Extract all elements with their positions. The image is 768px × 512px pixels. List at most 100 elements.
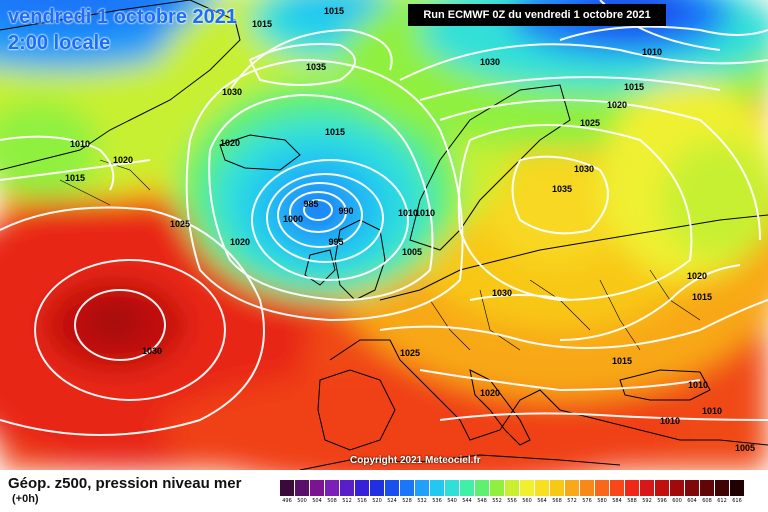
valid-date: vendredi 1 octobre 2021 <box>8 6 237 28</box>
scale-swatch <box>520 480 535 496</box>
scale-swatch <box>355 480 370 496</box>
isobars <box>0 0 768 435</box>
isobar-label: 1020 <box>480 388 500 398</box>
scale-swatch <box>295 480 310 496</box>
isobar-label: 1015 <box>325 127 345 137</box>
scale-swatch <box>505 480 520 496</box>
scale-tick-label: 548 <box>477 498 487 504</box>
scale-swatch <box>445 480 460 496</box>
scale-tick-label: 536 <box>432 498 442 504</box>
isobar-label: 1020 <box>113 155 133 165</box>
scale-swatch <box>325 480 340 496</box>
isobar-label: 1035 <box>552 184 572 194</box>
scale-swatch <box>670 480 685 496</box>
scale-tick-label: 560 <box>522 498 532 504</box>
scale-swatch <box>490 480 505 496</box>
scale-swatch <box>415 480 430 496</box>
isobar-label: 1020 <box>230 237 250 247</box>
scale-swatch <box>340 480 355 496</box>
copyright-notice: Copyright 2021 Meteociel.fr <box>350 455 481 466</box>
isobar-label: 1015 <box>252 19 272 29</box>
isobar-label: 1010 <box>415 208 435 218</box>
scale-tick-label: 500 <box>297 498 307 504</box>
scale-swatch <box>460 480 475 496</box>
scale-swatch <box>580 480 595 496</box>
isobar-label: 990 <box>338 206 353 216</box>
scale-tick-label: 508 <box>327 498 337 504</box>
scale-tick-label: 584 <box>612 498 622 504</box>
isobar-label: 1025 <box>170 219 190 229</box>
isobar-label: 1015 <box>624 82 644 92</box>
scale-swatch <box>655 480 670 496</box>
scale-swatch <box>310 480 325 496</box>
isobar-label: 1030 <box>574 164 594 174</box>
scale-swatch <box>280 480 295 496</box>
coastlines <box>0 0 768 470</box>
isobar-label: 1015 <box>692 292 712 302</box>
scale-swatch <box>550 480 565 496</box>
scale-tick-label: 604 <box>687 498 697 504</box>
isobar-labels: 1015101510351030102010151010102010151025… <box>65 6 755 453</box>
isobar-label: 1010 <box>398 208 418 218</box>
scale-swatch <box>535 480 550 496</box>
legend-subtitle: (+0h) <box>12 493 39 505</box>
isobar-label: 1005 <box>402 247 422 257</box>
scale-swatch <box>400 480 415 496</box>
scale-swatch <box>370 480 385 496</box>
isobar-label: 995 <box>328 237 343 247</box>
isobar-label: 1020 <box>607 100 627 110</box>
isobar-label: 1010 <box>702 406 722 416</box>
scale-tick-label: 616 <box>732 498 742 504</box>
scale-tick-label: 512 <box>342 498 352 504</box>
scale-tick-label: 588 <box>627 498 637 504</box>
isobar-label: 1000 <box>283 214 303 224</box>
scale-tick-label: 520 <box>372 498 382 504</box>
scale-tick-label: 552 <box>492 498 502 504</box>
scale-tick-label: 572 <box>567 498 577 504</box>
legend-title: Géop. z500, pression niveau mer <box>8 475 242 492</box>
isobar-label: 1020 <box>220 138 240 148</box>
scale-swatch <box>595 480 610 496</box>
scale-swatch <box>475 480 490 496</box>
scale-tick-label: 576 <box>582 498 592 504</box>
isobar-label: 1030 <box>492 288 512 298</box>
scale-tick-label: 504 <box>312 498 322 504</box>
isobar-label: 1015 <box>324 6 344 16</box>
isobar-label: 1025 <box>400 348 420 358</box>
scale-swatch <box>640 480 655 496</box>
scale-tick-label: 600 <box>672 498 682 504</box>
isobar-label: 1010 <box>642 47 662 57</box>
scale-tick-label: 528 <box>402 498 412 504</box>
isobar-label: 1030 <box>222 87 242 97</box>
scale-swatch <box>685 480 700 496</box>
scale-tick-label: 532 <box>417 498 427 504</box>
scale-tick-label: 580 <box>597 498 607 504</box>
scale-tick-label: 608 <box>702 498 712 504</box>
geopotential-field <box>0 0 768 470</box>
isobar-label: 1030 <box>480 57 500 67</box>
scale-swatch <box>610 480 625 496</box>
scale-swatch <box>385 480 400 496</box>
scale-tick-label: 544 <box>462 498 472 504</box>
isobar-label: 1015 <box>612 356 632 366</box>
isobar-label: 1030 <box>142 346 162 356</box>
map-canvas: 1015101510351030102010151010102010151025… <box>0 0 768 470</box>
isobar-label: 1025 <box>580 118 600 128</box>
scale-tick-label: 524 <box>387 498 397 504</box>
isobar-label: 985 <box>303 199 318 209</box>
scale-tick-label: 592 <box>642 498 652 504</box>
isobar-label: 1035 <box>306 62 326 72</box>
isobar-label: 1005 <box>735 443 755 453</box>
scale-tick-label: 516 <box>357 498 367 504</box>
scale-swatch <box>730 480 745 496</box>
scale-tick-label: 556 <box>507 498 517 504</box>
scale-swatch <box>430 480 445 496</box>
scale-swatch <box>715 480 730 496</box>
scale-tick-label: 612 <box>717 498 727 504</box>
isobar-label: 1010 <box>660 416 680 426</box>
scale-tick-label: 540 <box>447 498 457 504</box>
scale-tick-label: 564 <box>537 498 547 504</box>
scale-swatch <box>565 480 580 496</box>
run-info-banner: Run ECMWF 0Z du vendredi 1 octobre 2021 <box>408 4 666 26</box>
